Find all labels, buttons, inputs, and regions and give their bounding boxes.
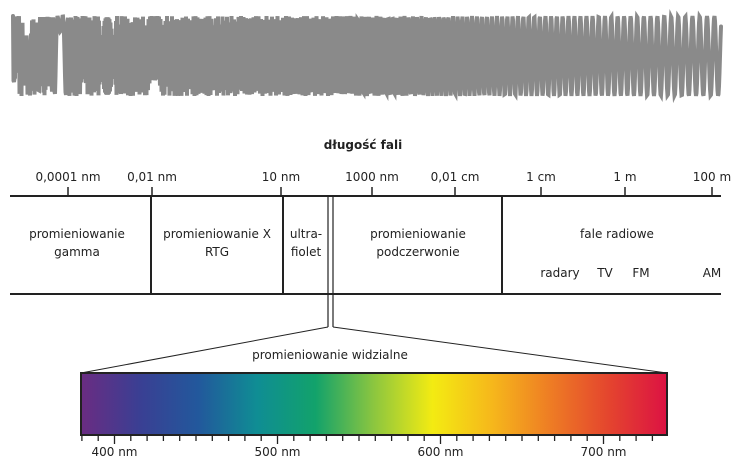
radio-sub-fm: FM xyxy=(632,266,649,280)
scale-tick-label: 1 m xyxy=(613,170,636,184)
band-gamma-label-line1: promieniowanie xyxy=(29,227,125,241)
wavelength-title: długość fali xyxy=(324,138,402,152)
scale-tick-label: 10 nm xyxy=(262,170,300,184)
radio-sub-tv: TV xyxy=(596,266,613,280)
band-ir-label-line2: podczerwonie xyxy=(376,245,459,259)
wave-illustration xyxy=(11,8,723,104)
band-uv-label-line2: fiolet xyxy=(291,245,322,259)
radio-sub-am: AM xyxy=(703,266,722,280)
visible-scale-label: 400 nm xyxy=(91,445,137,458)
zoom-line-right xyxy=(332,326,668,374)
scale-tick-label: 1 cm xyxy=(526,170,556,184)
wavelength-scale: 0,0001 nm 0,01 nm 10 nm 1000 nm 0,01 cm 1 cm 1… xyxy=(35,170,731,196)
band-gamma-label-line2: gamma xyxy=(54,245,100,259)
scale-tick-label: 0,01 cm xyxy=(431,170,480,184)
scale-tick-label: 0,0001 nm xyxy=(35,170,100,184)
visible-scale-label: 700 nm xyxy=(580,445,626,458)
band-xray-label-line1: promieniowanie X xyxy=(163,227,271,241)
band-radio-label: fale radiowe xyxy=(580,227,654,241)
visible-light-title: promieniowanie widzialne xyxy=(252,348,408,362)
zoom-line-left xyxy=(80,326,329,374)
scale-tick-label: 100 m xyxy=(693,170,731,184)
scale-tick-label: 0,01 nm xyxy=(127,170,177,184)
band-ir-label-line1: promieniowanie xyxy=(370,227,466,241)
band-uv-label-line1: ultra- xyxy=(290,227,322,241)
scale-tick-label: 1000 nm xyxy=(345,170,399,184)
visible-spectrum-bar xyxy=(80,372,668,436)
band-xray-label-line2: RTG xyxy=(205,245,229,259)
radio-sub-radary: radary xyxy=(540,266,579,280)
visible-scale-label: 500 nm xyxy=(254,445,300,458)
visible-scale: 400 nm 500 nm 600 nm 700 nm xyxy=(81,434,667,458)
visible-scale-label: 600 nm xyxy=(417,445,463,458)
